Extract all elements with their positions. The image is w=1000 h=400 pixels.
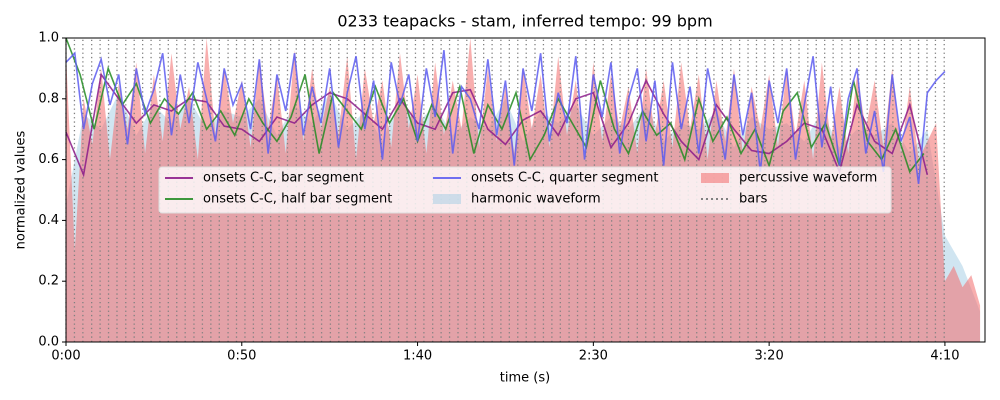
y-tick-label: 0.6	[38, 152, 59, 167]
x-axis-label: time (s)	[500, 371, 550, 386]
y-tick-label: 0.2	[38, 274, 59, 289]
legend-label: onsets C-C, quarter segment	[471, 171, 658, 186]
legend-label: percussive waveform	[739, 171, 877, 186]
onset-line	[65, 72, 929, 178]
x-tick-label: 0:50	[227, 349, 256, 364]
axes-frame	[65, 37, 986, 343]
x-tick-label: 0:00	[51, 349, 80, 364]
legend-label: onsets C-C, bar segment	[203, 171, 364, 186]
y-tick-label: 0.0	[38, 335, 59, 350]
x-tick-label: 3:20	[755, 349, 784, 364]
legend-handle	[433, 194, 461, 204]
legend-label: onsets C-C, half bar segment	[203, 192, 392, 207]
y-axis-label: normalized values	[14, 130, 29, 249]
legend: onsets C-C, bar segment onsets C-C, half …	[158, 166, 892, 214]
plot-area: 0:00 0:50 1:40 2:30 3:20 4:10 0.0 0.2 0.4 0.6 0.8 1…	[38, 31, 986, 364]
y-tick-label: 1.0	[38, 31, 59, 46]
y-tick-label: 0.4	[38, 213, 59, 228]
x-tick-label: 4:10	[930, 349, 959, 364]
legend-handle	[701, 173, 729, 183]
x-tick-label: 1:40	[403, 349, 432, 364]
x-tick-label: 2:30	[579, 349, 608, 364]
legend-label: harmonic waveform	[471, 192, 601, 207]
chart-title: 0233 teapacks - stam, inferred tempo: 99…	[337, 12, 712, 31]
legend-label: bars	[739, 192, 768, 207]
y-tick-label: 0.8	[38, 91, 59, 106]
onset-line	[65, 50, 946, 185]
lines	[65, 37, 946, 185]
